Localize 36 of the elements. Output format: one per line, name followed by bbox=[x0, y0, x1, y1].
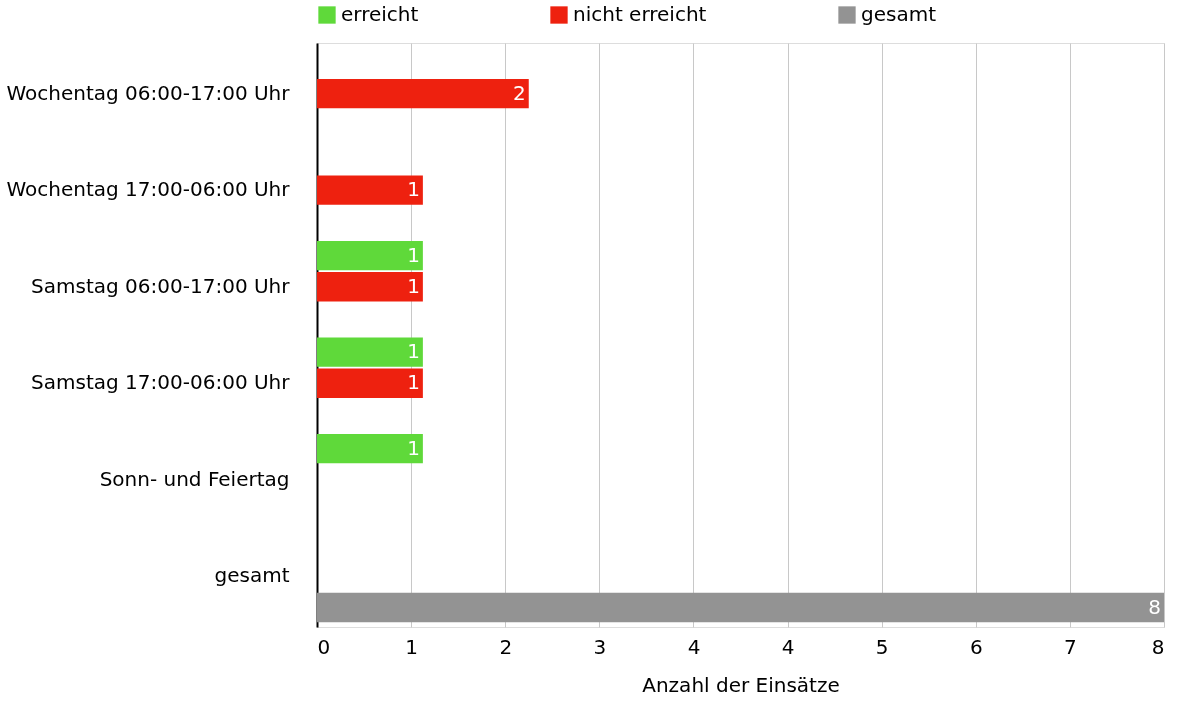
data-label: 1 bbox=[407, 370, 420, 395]
data-label: 1 bbox=[407, 339, 420, 364]
bar bbox=[317, 433, 423, 464]
x-tick-label: 6 bbox=[969, 634, 983, 659]
y-tick-label: Sonn- und Feiertag bbox=[99, 466, 290, 491]
y-tick-label: Wochentag 17:00-06:00 Uhr bbox=[6, 177, 291, 202]
data-label: 1 bbox=[407, 242, 420, 267]
bar bbox=[317, 240, 423, 271]
x-tick-label: 7 bbox=[1064, 634, 1077, 659]
legend-label: erreicht bbox=[341, 2, 419, 26]
y-tick-label: Samstag 17:00-06:00 Uhr bbox=[31, 370, 291, 395]
x-tick-label: 2 bbox=[499, 634, 513, 659]
x-tick-label: 3 bbox=[593, 634, 607, 659]
legend-label: gesamt bbox=[861, 2, 937, 26]
bar bbox=[317, 337, 423, 367]
bar bbox=[317, 175, 423, 205]
bar bbox=[317, 272, 423, 302]
x-tick-label: 4 bbox=[781, 634, 795, 659]
x-tick-label: 5 bbox=[875, 634, 889, 659]
data-label: 1 bbox=[407, 177, 420, 202]
x-tick-label: 8 bbox=[1151, 634, 1165, 659]
data-label: 8 bbox=[1148, 594, 1161, 619]
y-tick-label: Wochentag 06:00-17:00 Uhr bbox=[6, 80, 291, 105]
bar bbox=[317, 368, 423, 398]
y-tick-label: Samstag 06:00-17:00 Uhr bbox=[31, 273, 291, 298]
data-label: 2 bbox=[513, 80, 526, 105]
x-tick-label: 1 bbox=[405, 634, 418, 659]
data-label: 1 bbox=[407, 435, 420, 460]
x-tick-label: 4 bbox=[687, 634, 701, 659]
bar bbox=[317, 79, 529, 109]
bar bbox=[317, 592, 1164, 623]
x-axis-title: Anzahl der Einsätze bbox=[642, 672, 840, 697]
x-tick-label: 0 bbox=[317, 634, 331, 659]
data-label: 1 bbox=[407, 273, 420, 298]
legend-label: nicht erreicht bbox=[573, 2, 707, 26]
y-tick-label: gesamt bbox=[214, 563, 290, 588]
